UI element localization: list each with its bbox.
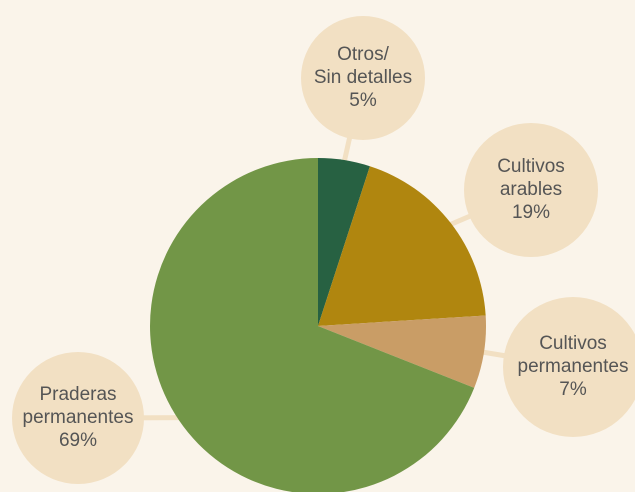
- pie-slice: [318, 158, 370, 326]
- slice-label: arables: [500, 179, 562, 200]
- pie-slice: [318, 315, 486, 388]
- slice-label: Cultivos: [539, 333, 607, 354]
- slice-label: permanentes: [518, 356, 629, 377]
- slice-label: Praderas: [39, 384, 116, 405]
- value-label: 5%: [349, 90, 377, 111]
- slice-label: permanentes: [23, 407, 134, 428]
- slice-label: Cultivos: [497, 156, 565, 177]
- label-bubble: [464, 123, 598, 257]
- value-label: 7%: [559, 379, 587, 400]
- pie-slice: [150, 158, 475, 492]
- label-bubble: [12, 352, 144, 484]
- slice-label: Otros/: [337, 44, 389, 65]
- label-bubble: [301, 16, 425, 140]
- value-label: 19%: [512, 202, 550, 223]
- pie-slice: [318, 166, 486, 326]
- slice-label: Sin detalles: [314, 67, 412, 88]
- label-bubble: [503, 297, 635, 437]
- value-label: 69%: [59, 430, 97, 451]
